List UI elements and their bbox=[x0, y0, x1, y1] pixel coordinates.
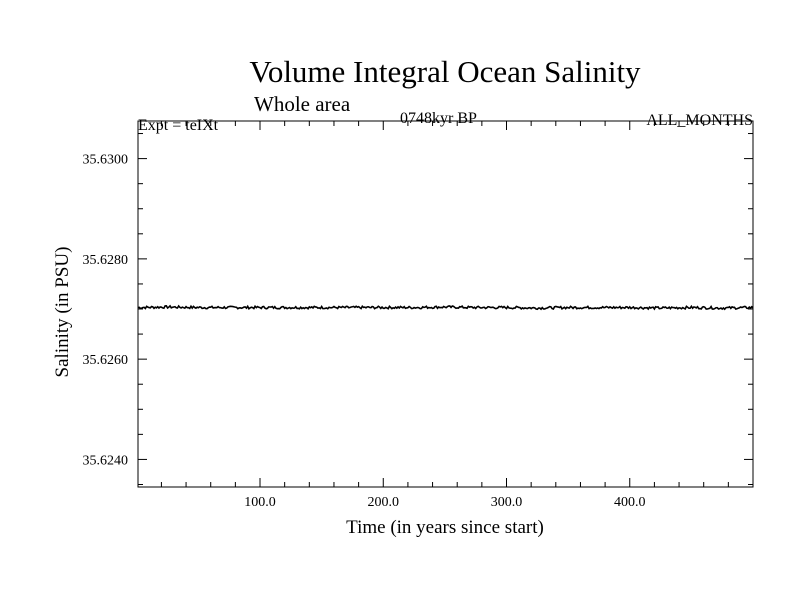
x-tick-label: 100.0 bbox=[244, 495, 276, 510]
x-tick-label: 200.0 bbox=[368, 495, 400, 510]
y-tick-label: 35.6240 bbox=[83, 453, 129, 468]
x-tick-label: 400.0 bbox=[614, 495, 646, 510]
x-axis-title: Time (in years since start) bbox=[346, 517, 544, 538]
axis-ticks: 100.0 200.0 300.0 400.0 35.6240 35.6260 35.628… bbox=[83, 121, 753, 510]
y-tick-label: 35.6260 bbox=[83, 353, 129, 368]
chart-subtitle: Whole area bbox=[254, 92, 351, 116]
salinity-series-line bbox=[137, 304, 754, 311]
chart-title: Volume Integral Ocean Salinity bbox=[249, 54, 641, 89]
y-tick-label: 35.6280 bbox=[83, 253, 129, 268]
y-tick-label: 35.6300 bbox=[83, 153, 129, 168]
x-tick-label: 300.0 bbox=[491, 495, 523, 510]
plot-frame bbox=[137, 120, 754, 488]
y-axis-title: Salinity (in PSU) bbox=[52, 247, 73, 378]
chart-marks bbox=[137, 304, 754, 311]
